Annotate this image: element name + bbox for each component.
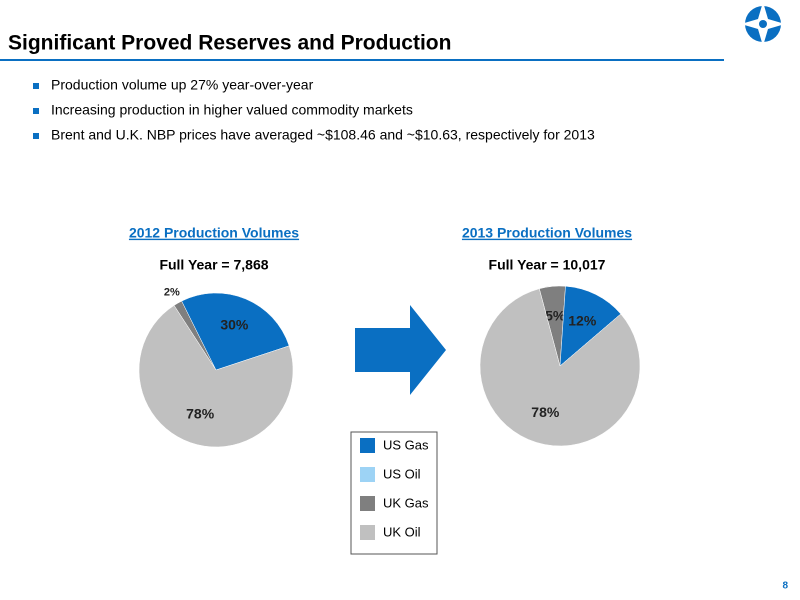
legend-label: UK Oil [383,524,421,539]
slide-title: Significant Proved Reserves and Producti… [8,32,451,55]
pie-slice [559,285,622,367]
bullet-text: Increasing production in higher valued c… [51,102,413,118]
slice-label: 5% [545,307,566,323]
legend-swatch [360,525,375,540]
bullet-marker [33,133,39,139]
pie-slice [181,292,290,371]
slice-label: 30% [220,317,249,333]
bullet-marker [33,108,39,114]
chart-subtitle: Full Year = 10,017 [489,257,606,273]
slice-label: 78% [186,406,215,422]
logo [741,2,785,46]
legend-swatch [360,496,375,511]
slice-label: 12% [568,312,597,328]
arrow [355,305,446,395]
legend-swatch [360,467,375,482]
pie-slice [138,305,294,448]
legend-swatch [360,438,375,453]
chart-subtitle: Full Year = 7,868 [159,257,268,273]
pie-slice [479,288,641,447]
legend-label: US Oil [383,466,421,481]
legend-label: UK Gas [383,495,429,510]
chart-title: 2012 Production Volumes [129,225,299,241]
legend-label: US Gas [383,437,429,452]
bullet-marker [33,83,39,89]
slice-label: 2% [164,287,180,299]
chart-title: 2013 Production Volumes [462,225,632,241]
slice-label: 78% [531,404,560,420]
page-number: 8 [782,581,788,592]
bullet-text: Production volume up 27% year-over-year [51,77,314,93]
bullet-text: Brent and U.K. NBP prices have averaged … [51,127,595,143]
